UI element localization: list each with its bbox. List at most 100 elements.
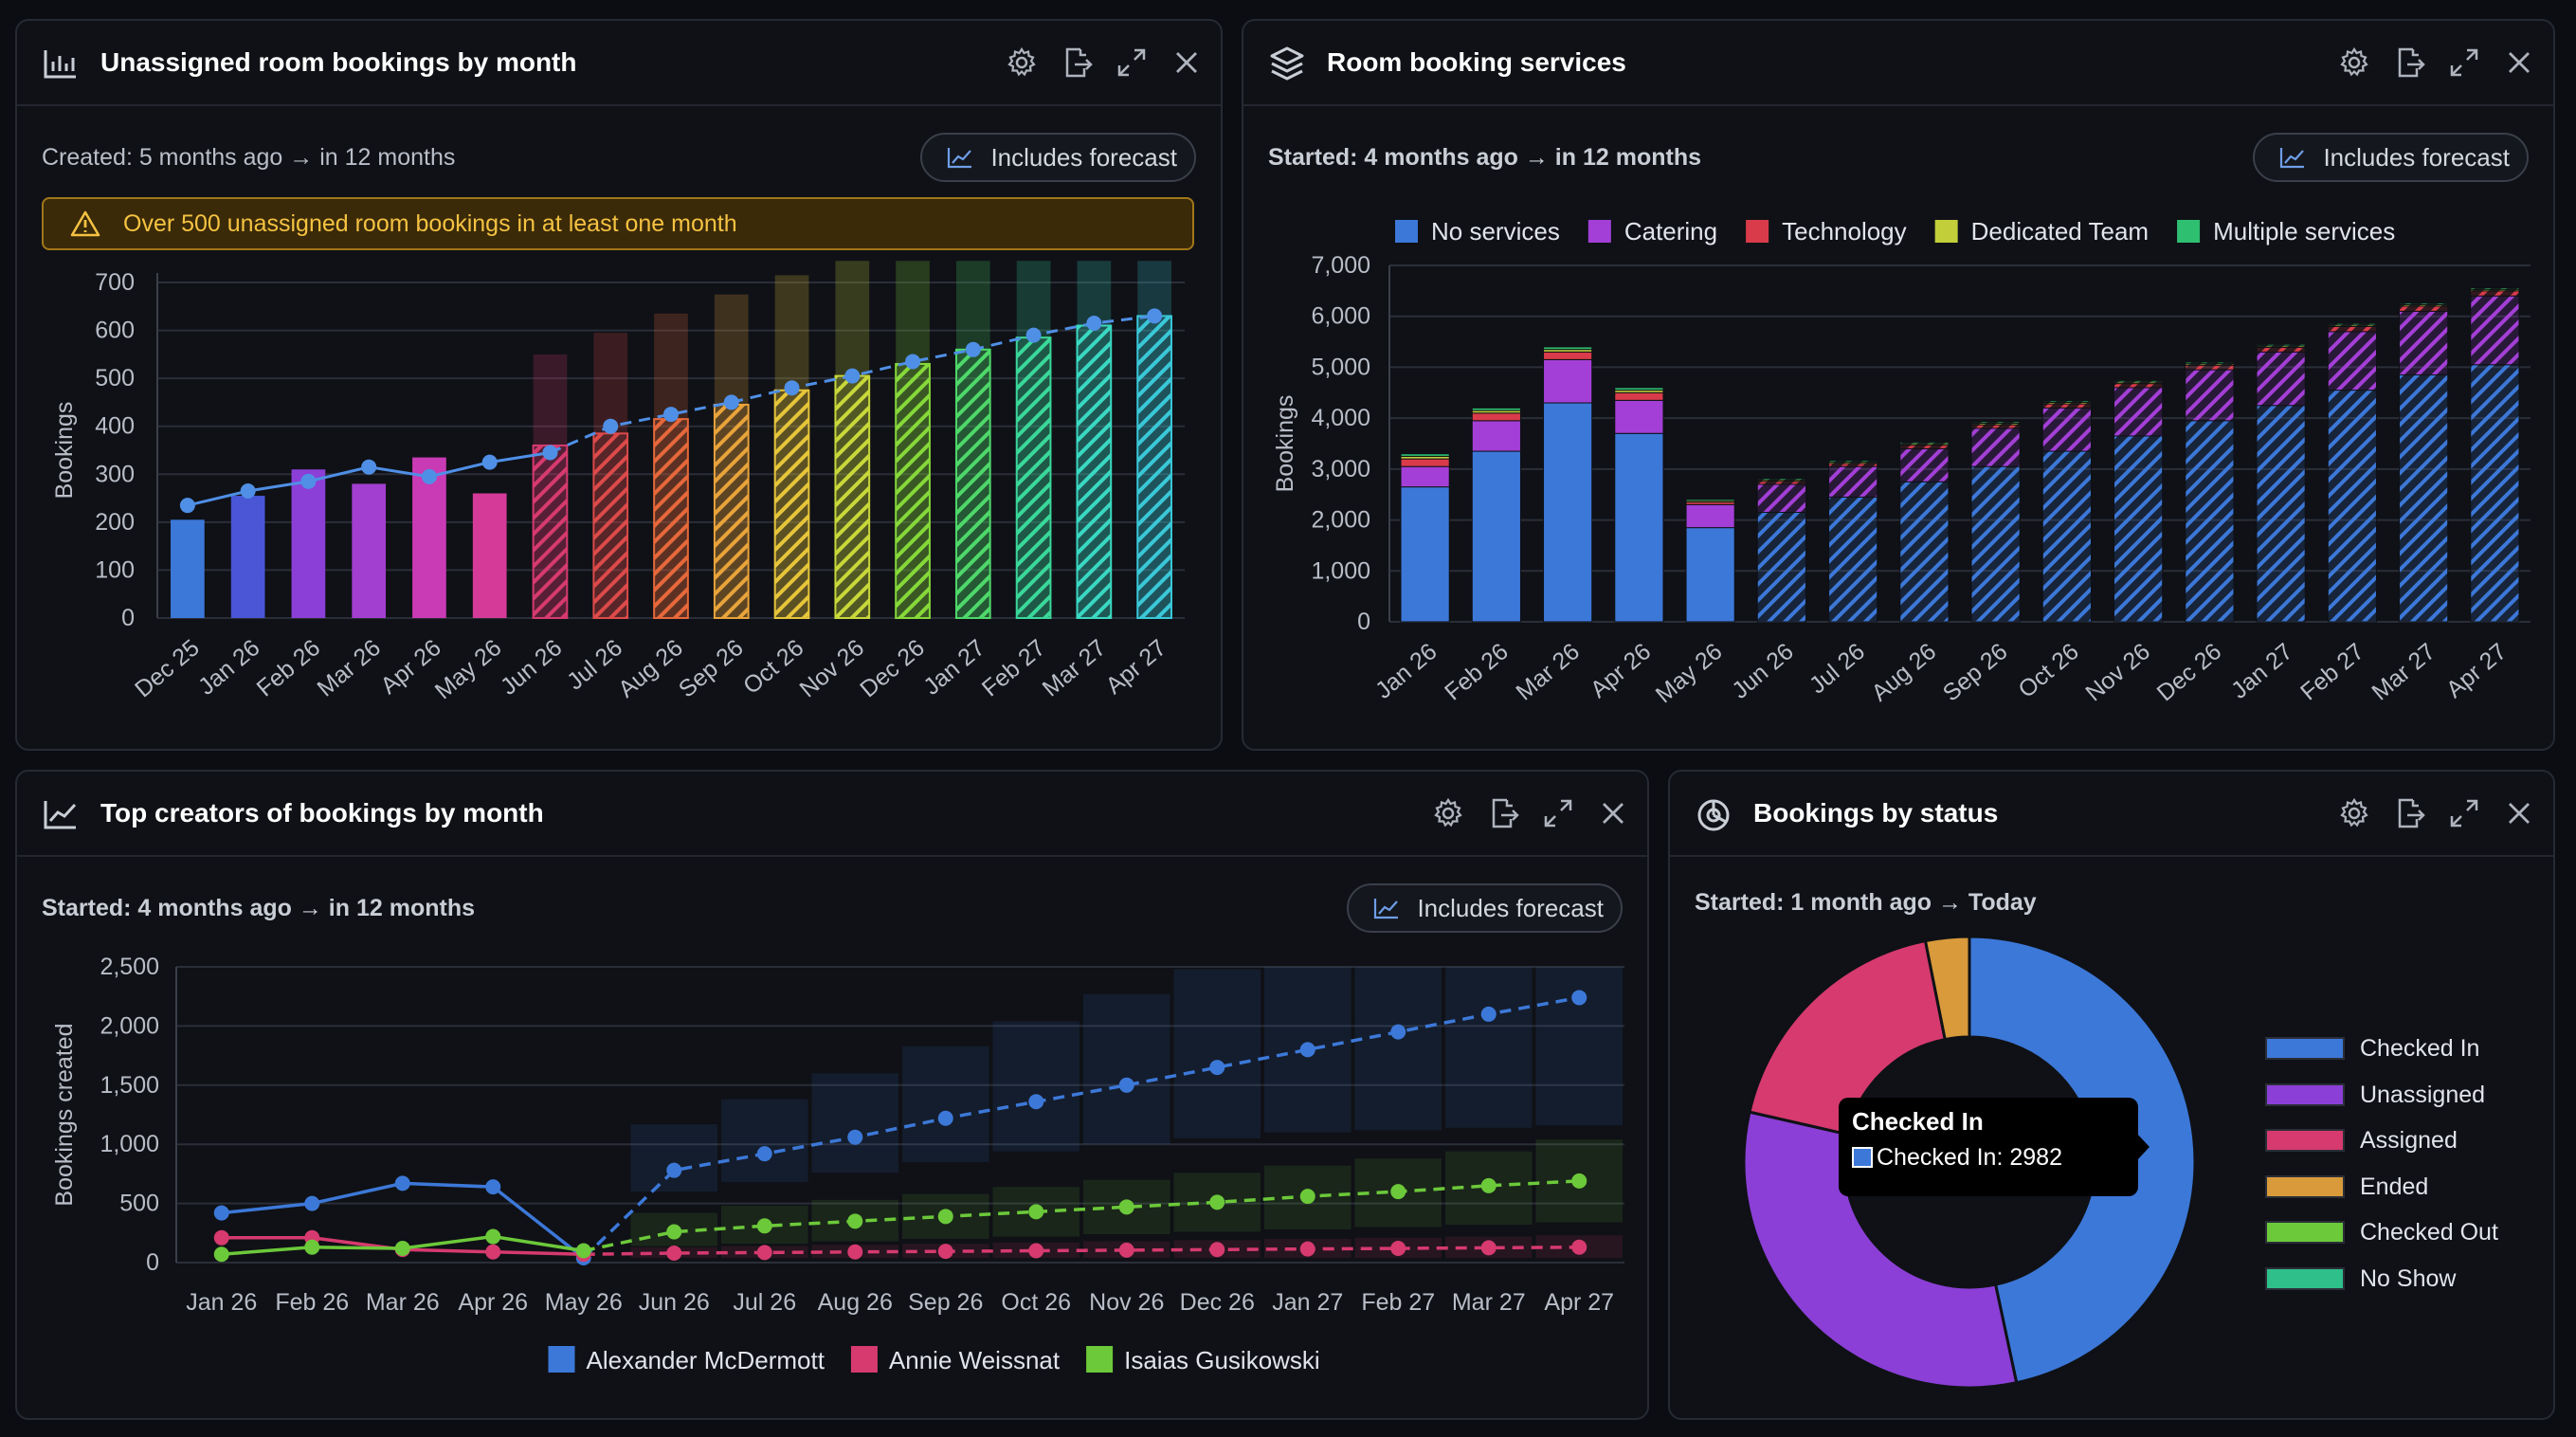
bar-segment: [2113, 435, 2164, 623]
bar-segment: [1970, 421, 2021, 425]
legend-swatch: [850, 1346, 878, 1373]
expand-button[interactable]: [2447, 796, 2481, 830]
y-tick-label: 0: [1357, 609, 1370, 635]
series-line-forecast: [583, 1246, 1580, 1257]
settings-button[interactable]: [2337, 45, 2371, 80]
chart-services: 0 1,000 2,000 3,000 4,000 5,000 6,000 7,000 Book…: [1272, 217, 2531, 708]
trend-point: [965, 341, 981, 357]
export-icon: [2398, 47, 2425, 78]
expand-button[interactable]: [1115, 45, 1149, 80]
series-point: [756, 1245, 772, 1261]
expand-button[interactable]: [2447, 45, 2481, 80]
expand-button[interactable]: [1541, 796, 1575, 830]
chart-creators: 0 500 1,000 1,500 2,000 2,500 Bookings created…: [51, 954, 1624, 1374]
pie-slice: [1748, 938, 1947, 1137]
panel-header: Unassigned room bookings by month: [17, 21, 1221, 106]
gear-icon: [1434, 797, 1462, 828]
series-point: [1299, 1189, 1315, 1205]
y-tick-label: 700: [95, 269, 135, 296]
panel-header: Top creators of bookings by month: [17, 772, 1647, 857]
forecast-badge[interactable]: Includes forecast: [1347, 883, 1623, 933]
x-tick-label: Apr 27: [2441, 638, 2512, 703]
series-point: [1209, 1242, 1225, 1258]
close-button[interactable]: [1170, 45, 1204, 80]
forecast-badge[interactable]: Includes forecast: [2253, 133, 2529, 182]
x-tick-label: Mar 27: [1452, 1289, 1526, 1316]
forecast-badge-label: Includes forecast: [2323, 143, 2510, 172]
settings-button[interactable]: [1005, 45, 1039, 80]
export-button[interactable]: [1060, 45, 1094, 80]
legend-label: Assigned: [2360, 1127, 2458, 1155]
gear-icon: [1007, 46, 1036, 77]
series-point: [394, 1175, 410, 1191]
trend-point: [1147, 308, 1163, 324]
settings-button[interactable]: [2337, 796, 2371, 830]
bar: [171, 519, 205, 618]
x-tick-label: Nov 26: [1089, 1289, 1164, 1316]
series-point: [485, 1179, 501, 1195]
series-point: [847, 1244, 863, 1260]
bar-segment: [2327, 390, 2377, 623]
legend-item[interactable]: No Show: [2265, 1264, 2549, 1310]
bar: [291, 469, 326, 618]
x-tick-label: Jun 26: [1727, 638, 1798, 704]
pie-chart-icon: [1697, 799, 1730, 831]
trend-point: [240, 482, 256, 499]
forecast-band: [1354, 967, 1442, 1131]
panel-title: Top creators of bookings by month: [100, 798, 544, 828]
bar-segment: [1685, 527, 1735, 623]
legend-item[interactable]: Unassigned: [2265, 1080, 2549, 1126]
gear-icon: [2340, 46, 2368, 77]
forecast-band: [902, 1046, 989, 1162]
y-axis-title: Bookings created: [51, 1023, 78, 1206]
series-point: [937, 1244, 953, 1260]
bar-segment: [1471, 420, 1521, 452]
export-button[interactable]: [2392, 796, 2426, 830]
export-icon: [1492, 798, 1519, 828]
series-point: [485, 1228, 501, 1245]
series-point: [304, 1195, 320, 1211]
bar-segment: [2256, 346, 2306, 353]
bar-segment: [1756, 512, 1806, 623]
bar-segment: [1471, 450, 1521, 623]
bar: [1136, 315, 1172, 619]
tooltip-title: Checked In: [1852, 1107, 1984, 1136]
forecast-band: [1083, 993, 1170, 1145]
bar-segment: [1828, 460, 1878, 463]
export-button[interactable]: [2392, 45, 2426, 80]
legend-label: Ended: [2360, 1173, 2429, 1200]
series-point: [1480, 1006, 1497, 1022]
close-button[interactable]: [2502, 796, 2536, 830]
x-tick-label: Jul 26: [733, 1289, 796, 1316]
legend-swatch: [2265, 1082, 2345, 1106]
bar-segment: [1828, 465, 1878, 498]
trend-point: [300, 473, 317, 489]
legend-item[interactable]: Checked In: [2265, 1033, 2549, 1080]
expand-icon: [1544, 799, 1572, 828]
panel-subtitle: Started: 4 months ago → in 12 months: [1268, 144, 1701, 171]
close-button[interactable]: [2502, 45, 2536, 80]
legend-item[interactable]: Assigned: [2265, 1125, 2549, 1172]
bar-segment: [1685, 503, 1735, 529]
bar-segment: [1471, 407, 1521, 411]
series-point: [666, 1224, 682, 1240]
bar-segment: [2399, 305, 2449, 312]
bar: [1015, 337, 1052, 619]
y-tick-label: 600: [95, 318, 135, 344]
legend-item[interactable]: Checked Out: [2265, 1217, 2549, 1264]
legend-item[interactable]: Ended: [2265, 1172, 2549, 1218]
export-button[interactable]: [1486, 796, 1520, 830]
tooltip-caret: [2136, 1133, 2150, 1161]
trend-line-icon: [2280, 148, 2305, 169]
series-point: [1571, 1239, 1587, 1255]
series-point: [1390, 1184, 1406, 1200]
bar: [1076, 324, 1113, 619]
y-tick-label: 1,500: [100, 1072, 159, 1099]
x-tick-label: Dec 26: [1180, 1289, 1255, 1316]
panel-subtitle: Started: 4 months ago → in 12 months: [42, 895, 475, 921]
bar: [713, 403, 750, 620]
close-button[interactable]: [1596, 796, 1630, 830]
bar-segment: [2470, 290, 2520, 297]
settings-button[interactable]: [1431, 796, 1465, 830]
forecast-badge[interactable]: Includes forecast: [920, 133, 1196, 182]
